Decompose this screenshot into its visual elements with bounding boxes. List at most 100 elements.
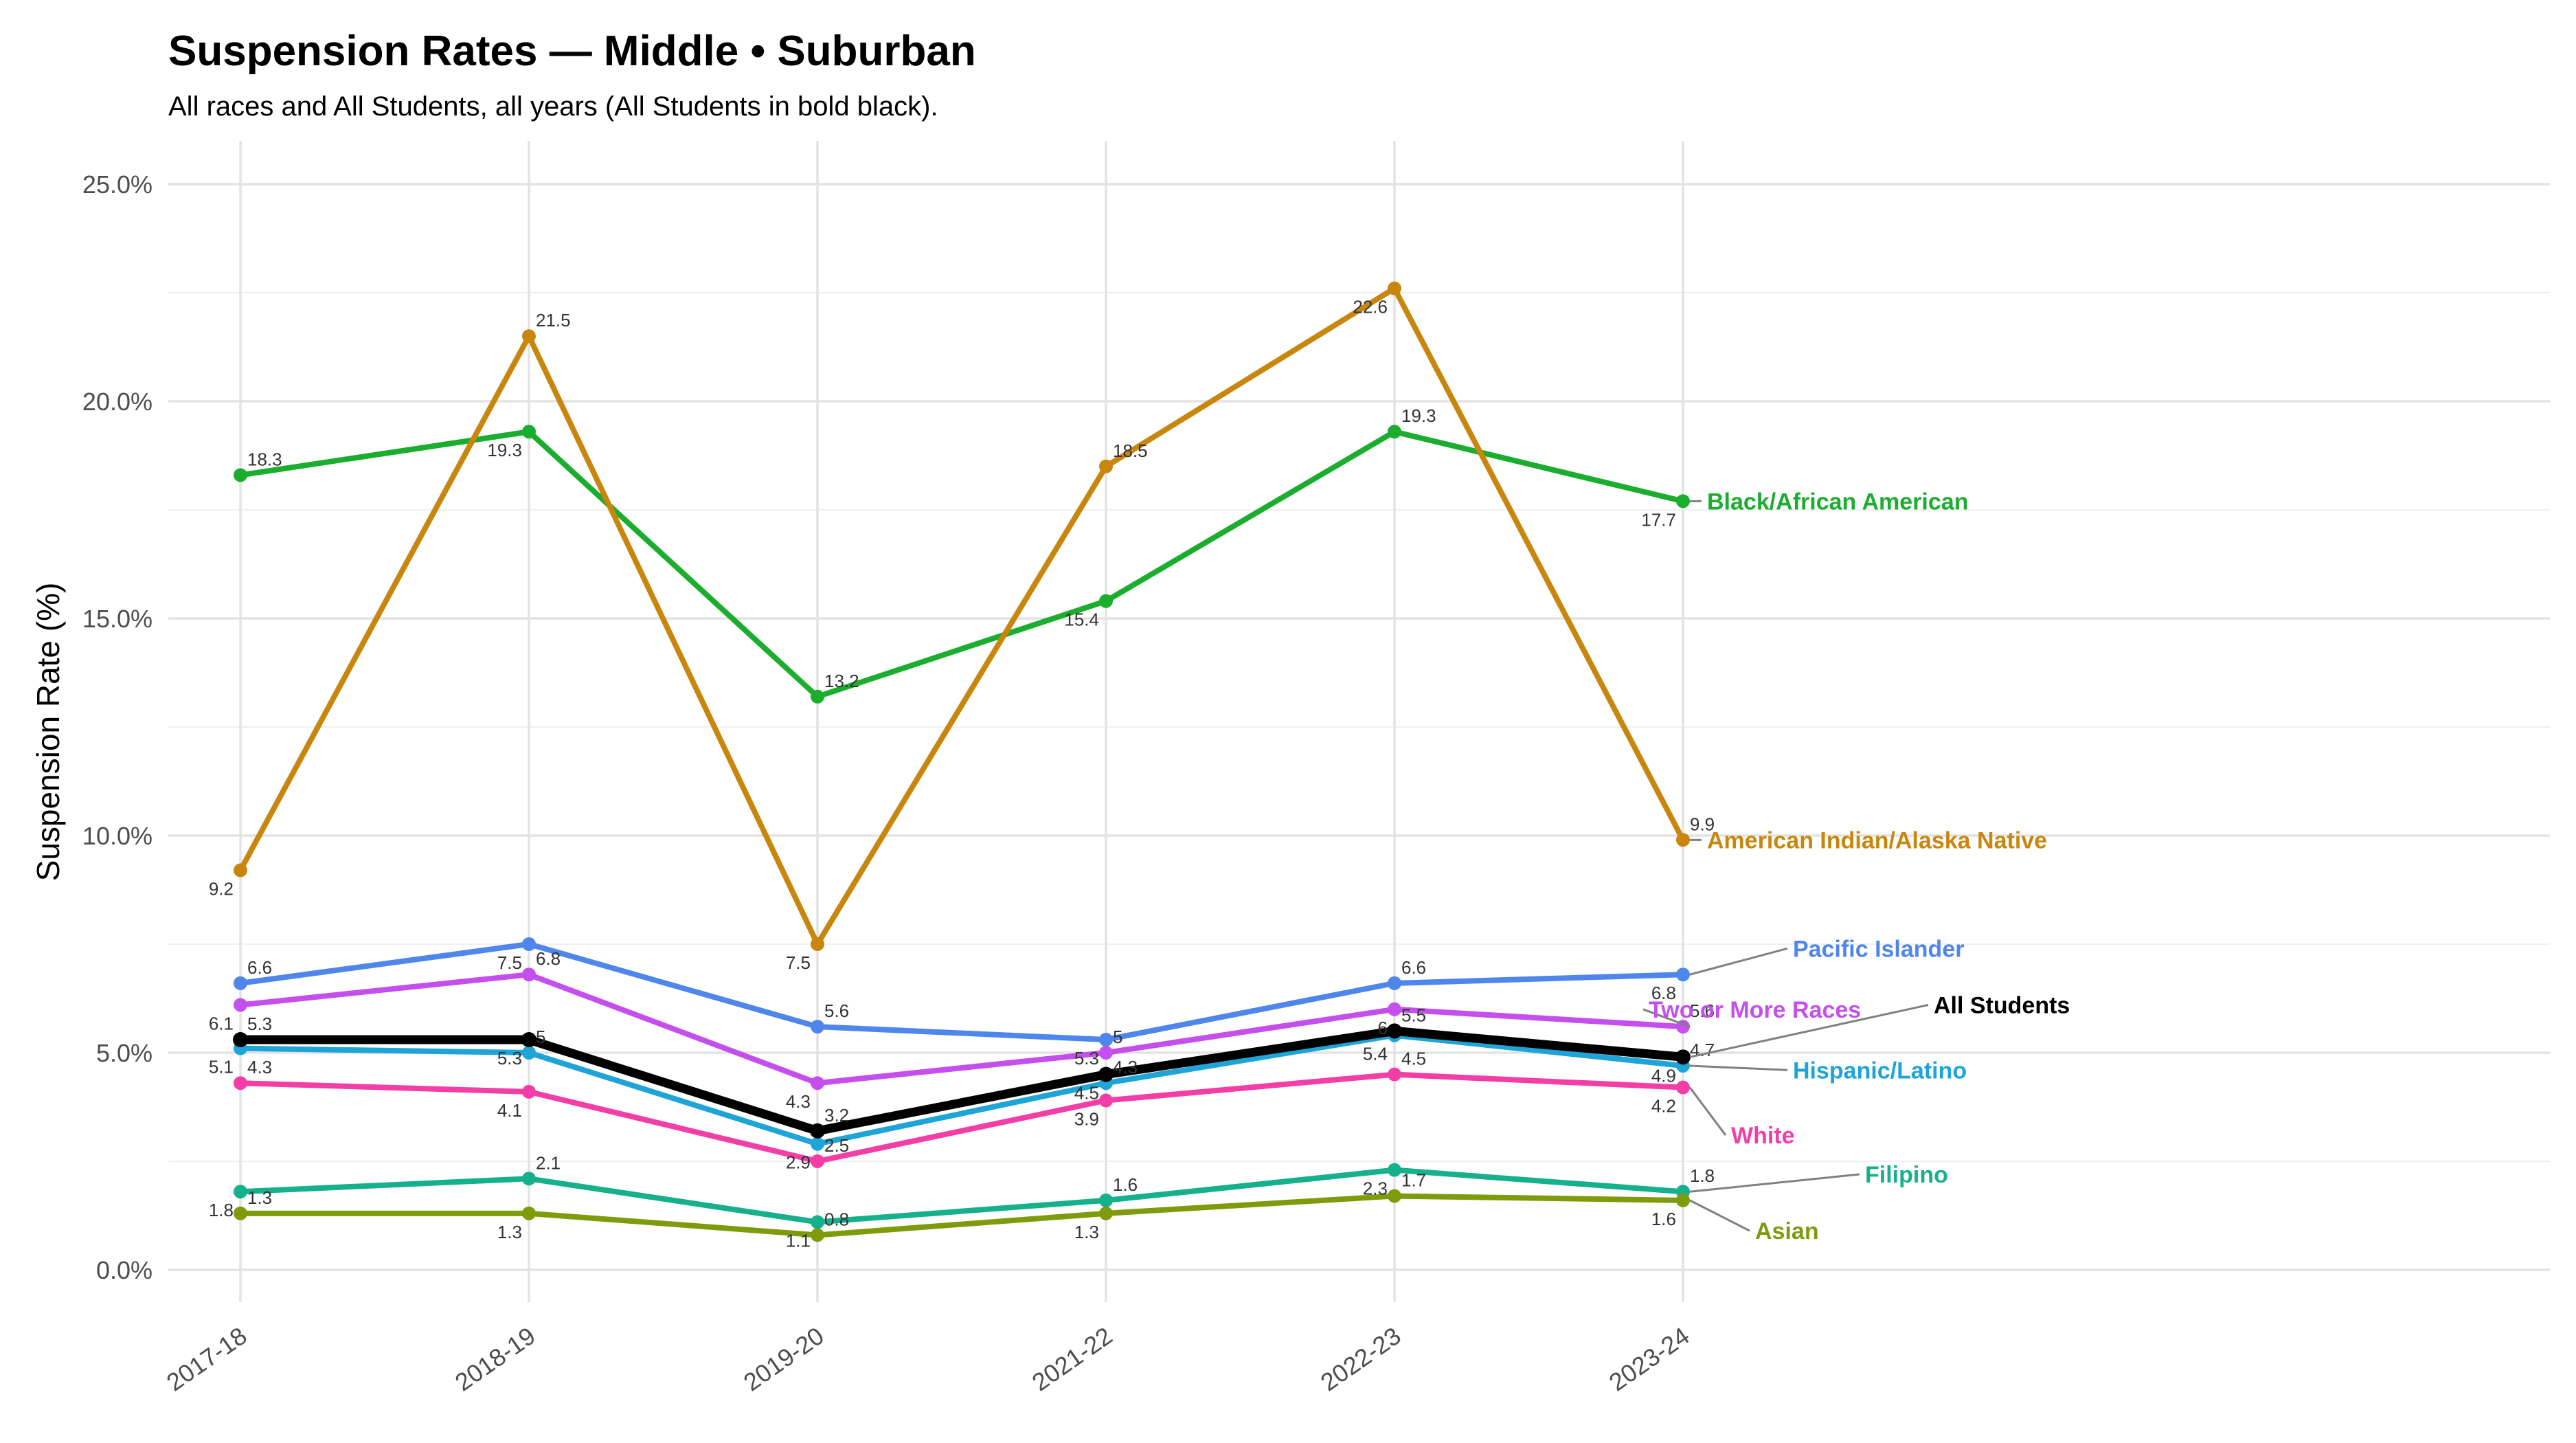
data-point [1388,281,1401,295]
data-label: 7.5 [786,952,811,973]
data-label: 2.5 [824,1135,849,1156]
data-label: 13.2 [824,671,859,691]
series-line [238,1071,1686,1164]
data-label: 18.3 [247,449,282,469]
data-label: 5.6 [1690,1000,1715,1021]
y-tick-label: 5.0% [96,1039,152,1067]
y-tick-label: 10.0% [82,822,152,850]
data-label: 4.3 [247,1057,272,1077]
grid [168,141,2550,1302]
data-point [234,863,247,877]
x-tick-label: 2018-19 [450,1321,541,1396]
series-end-label: American Indian/Alaska Native [1707,827,2047,853]
series-line [238,941,1686,1043]
data-label: 5.3 [247,1014,272,1034]
series-line [238,1193,1686,1238]
series-lines [233,281,1691,1242]
series-end-label: Two or More Races [1649,997,1861,1023]
data-point [1676,833,1690,847]
y-axis-ticks: 0.0% 5.0% 10.0% 15.0% 20.0% 25.0% [82,170,152,1284]
data-label: 1.8 [209,1200,234,1220]
data-label: 4.3 [1113,1057,1138,1077]
data-point [1676,967,1690,982]
data-label: 1.3 [247,1187,272,1208]
label-leader-line [1689,947,1788,976]
data-label: 1.1 [786,1230,811,1251]
data-point [1676,1193,1690,1207]
data-point [522,1206,536,1220]
data-point [233,1032,248,1048]
data-point [522,329,536,344]
data-point [1388,1189,1401,1203]
data-point [1099,1046,1113,1060]
data-label: 6.6 [1401,957,1426,978]
data-label: 1.7 [1401,1170,1426,1191]
series-end-label: All Students [1934,992,2070,1018]
data-label: 1.6 [1651,1209,1676,1229]
data-label: 2.9 [786,1152,811,1173]
data-point [234,976,247,990]
data-label: 4.2 [1651,1096,1676,1117]
series-line [238,1032,1686,1147]
data-point [1388,1163,1401,1177]
data-label: 9.2 [209,879,234,899]
data-label: 1.6 [1113,1174,1138,1195]
label-leader-line [1689,1004,1929,1058]
data-point [1388,1002,1401,1016]
data-label: 2.3 [1363,1178,1388,1199]
data-point [811,1228,824,1242]
y-tick-label: 20.0% [82,388,152,416]
data-point [1676,494,1690,508]
series-end-label: Hispanic/Latino [1793,1058,1967,1084]
series-end-labels: Black/African American American Indian/Al… [1642,489,2070,1244]
data-label: 22.6 [1353,297,1388,317]
data-label: 6.8 [1651,983,1676,1003]
data-label: 6.6 [247,957,272,978]
data-label: 1.3 [497,1222,522,1242]
x-tick-label: 2019-20 [738,1321,829,1396]
data-point [1099,594,1113,608]
chart-title: Suspension Rates — Middle • Suburban [168,27,976,75]
data-label: 7.5 [497,952,522,973]
data-point [1388,1067,1401,1082]
data-point [1675,1049,1691,1065]
data-label: 5.5 [1401,1005,1426,1025]
data-point [811,1076,824,1090]
data-label: 15.4 [1064,609,1099,630]
x-tick-label: 2021-22 [1027,1321,1118,1396]
data-label: 6.8 [536,948,561,969]
label-leader-line [1689,1064,1788,1071]
data-point [522,425,536,439]
data-label: 3.9 [1074,1109,1099,1130]
data-point [234,1076,247,1090]
data-label: 1.8 [1690,1165,1715,1186]
data-point [234,1206,247,1220]
data-label: 3.2 [824,1105,849,1126]
series-end-label: Pacific Islander [1793,936,1964,962]
data-point [1388,976,1401,990]
data-point [811,1154,824,1168]
data-label: 4.9 [1651,1065,1676,1086]
data-point [522,937,536,951]
data-point [522,1172,536,1186]
data-label: 6 [1378,1018,1388,1038]
data-label: 9.9 [1690,814,1715,834]
data-point [811,689,824,704]
series-line [238,1167,1686,1225]
data-label: 5.1 [209,1057,234,1077]
data-point [811,937,824,951]
x-tick-label: 2023-24 [1604,1321,1695,1396]
data-point [811,1020,824,1034]
data-label: 1.3 [1074,1222,1099,1242]
series-end-label: Filipino [1865,1162,1948,1188]
label-leader-line [1688,1086,1727,1136]
data-point [521,1032,536,1048]
data-point [811,1137,824,1151]
data-point [1099,1206,1113,1220]
series-end-label: Black/African American [1707,489,1968,515]
series-line [238,429,1686,700]
data-point [1099,1033,1113,1047]
data-label: 5 [536,1027,545,1047]
data-point [522,967,536,982]
